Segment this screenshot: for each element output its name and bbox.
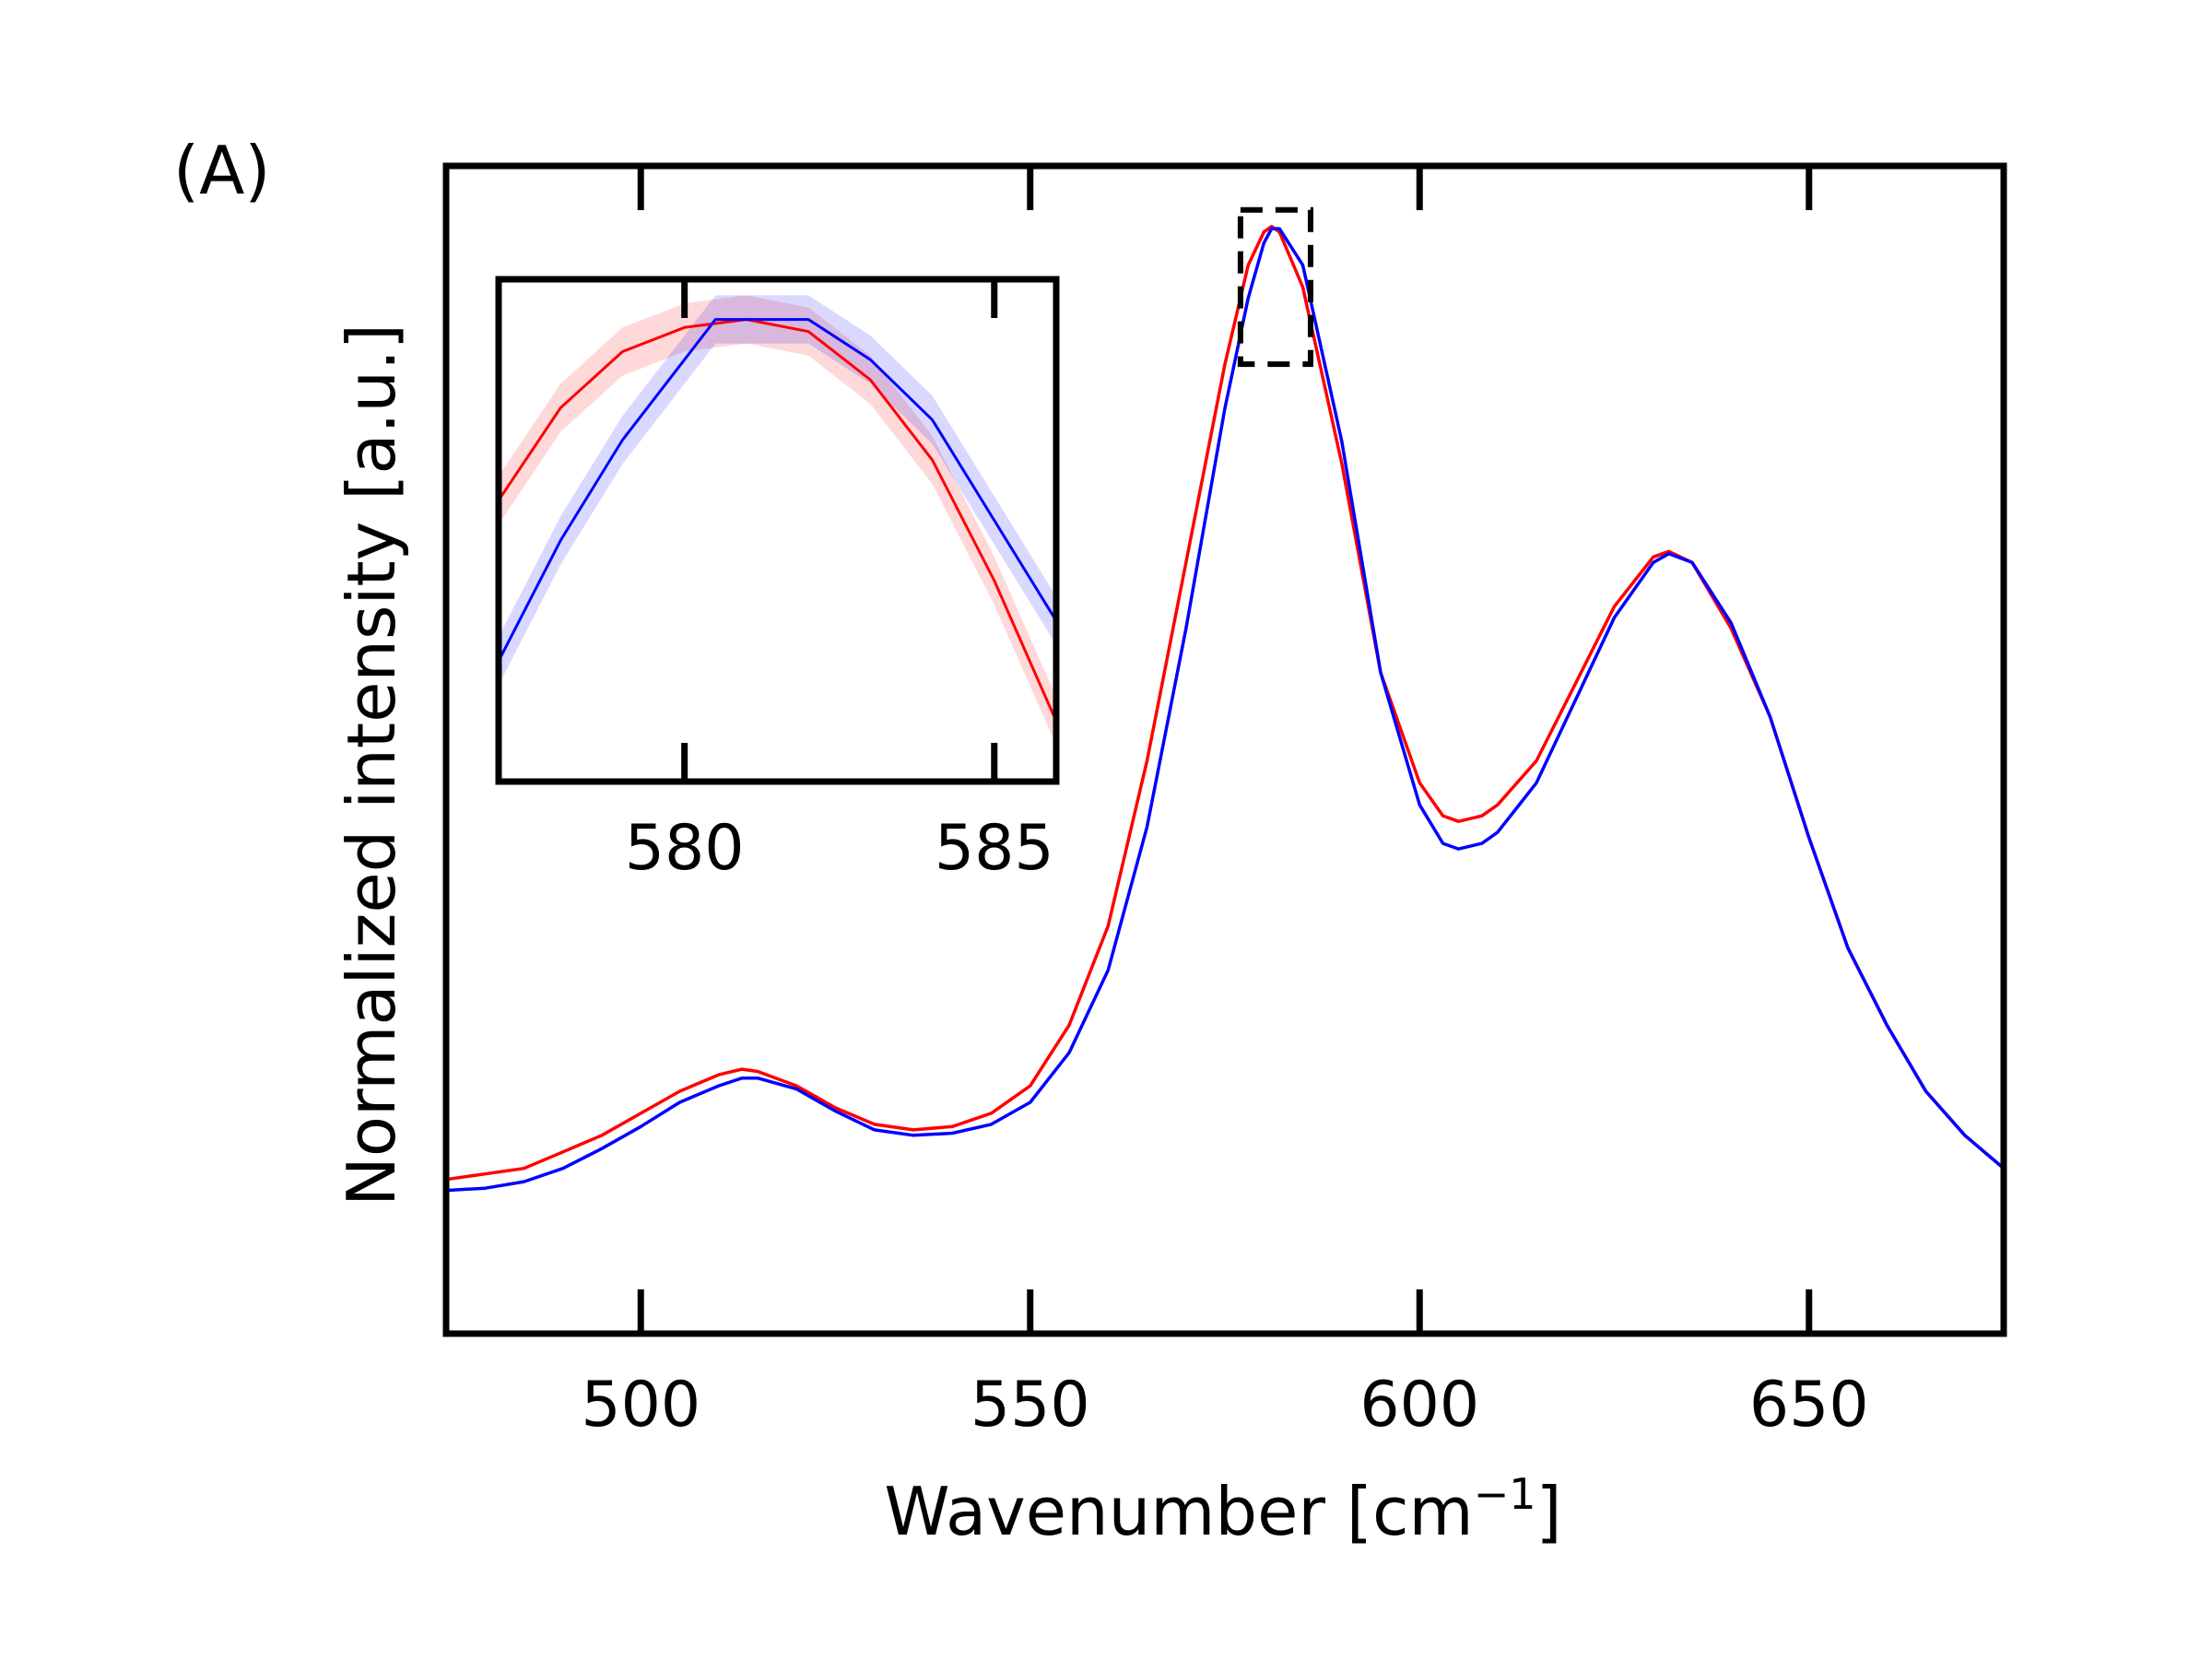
inset-plot-lines <box>499 295 1056 746</box>
inset-line-1 <box>499 318 1056 723</box>
y-axis-label: Normalized intensity [a.u.] <box>333 324 410 1206</box>
inset-frame <box>495 276 1060 785</box>
inset-band-2 <box>499 295 1056 686</box>
x-tick-label-600: 600 <box>1359 1369 1479 1441</box>
inset-x-ticks: 580 585 <box>625 279 1054 885</box>
x-axis-label: Wavenumber [cm−1] <box>884 1469 1561 1550</box>
main-plot-lines <box>445 224 2006 1193</box>
x-tick-label-550: 550 <box>971 1369 1090 1441</box>
zoom-highlight-box <box>1237 206 1313 368</box>
main-plot-frame <box>442 162 2007 1337</box>
inset-x-tick-label-580: 580 <box>625 812 745 885</box>
inset-line-2 <box>499 318 1056 662</box>
inset-background <box>499 279 1056 782</box>
inset-x-tick-label-585: 585 <box>935 812 1054 885</box>
main-x-ticks: 500 550 600 650 <box>581 166 1869 1441</box>
x-tick-label-650: 650 <box>1749 1369 1869 1441</box>
x-tick-label-500: 500 <box>581 1369 700 1441</box>
spectrum-line-2 <box>445 227 2006 1193</box>
panel-label: (A) <box>173 132 270 209</box>
